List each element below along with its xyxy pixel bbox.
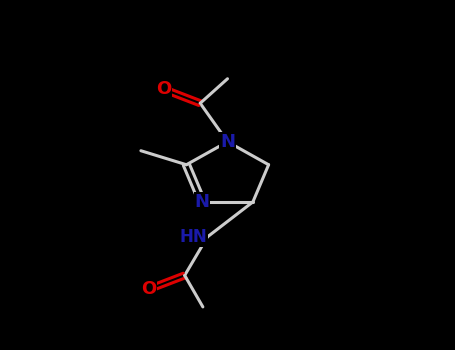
Text: O: O: [141, 280, 156, 299]
Text: O: O: [156, 80, 172, 98]
Text: N: N: [220, 133, 235, 151]
Text: N: N: [195, 193, 210, 211]
Text: HN: HN: [180, 228, 207, 246]
